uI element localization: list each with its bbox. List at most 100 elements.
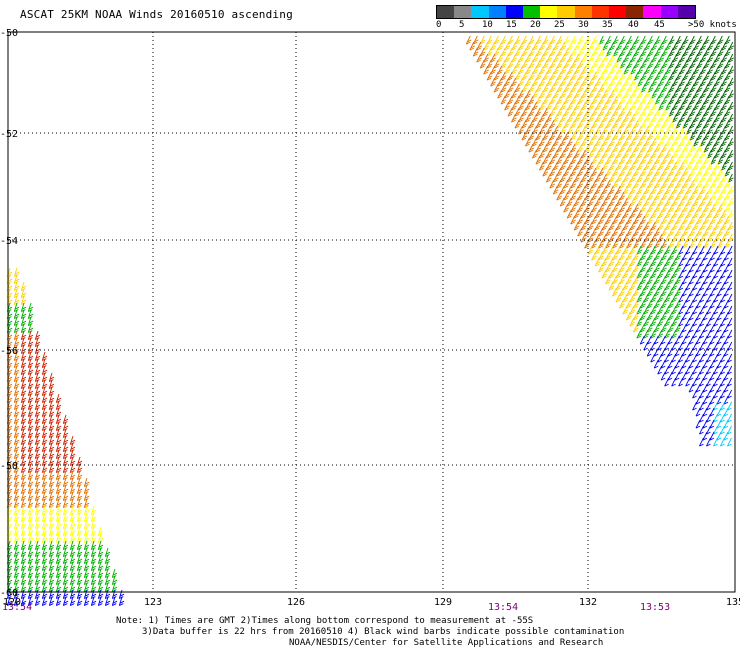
wind-barb	[696, 179, 702, 189]
wind-barb	[658, 167, 663, 171]
wind-barb	[717, 227, 723, 237]
wind-barb	[637, 131, 642, 135]
wind-barb	[20, 477, 25, 487]
wind-barb	[35, 463, 40, 466]
wind-barb	[638, 141, 643, 145]
wind-barb	[584, 89, 590, 93]
wind-barb	[650, 329, 656, 339]
wind-barb	[638, 69, 643, 73]
wind-barb	[56, 491, 61, 494]
wind-barb	[601, 233, 607, 243]
wind-barb	[591, 185, 596, 189]
wind-barb	[682, 239, 688, 249]
wind-barb	[523, 39, 528, 43]
wind-barb	[91, 526, 96, 529]
wind-barb	[720, 281, 726, 291]
wind-barb	[582, 57, 588, 61]
wind-barb	[28, 362, 34, 366]
wind-barb	[582, 165, 587, 169]
wind-barb	[582, 45, 588, 49]
wind-barb	[591, 257, 596, 261]
wind-barb	[689, 203, 695, 213]
wind-barb	[636, 305, 642, 315]
wind-barb	[660, 323, 666, 333]
wind-barb	[657, 341, 663, 351]
wind-barb	[63, 488, 69, 492]
wind-barb	[668, 167, 674, 177]
wind-barb	[651, 107, 656, 111]
wind-barb	[589, 45, 595, 49]
wind-barb	[588, 95, 593, 99]
wind-barb	[722, 177, 727, 181]
wind-barb	[20, 337, 25, 347]
wind-barb	[27, 421, 32, 431]
wind-barb	[546, 101, 552, 111]
wind-barb	[547, 141, 552, 145]
wind-barb	[564, 53, 569, 57]
wind-barb	[626, 281, 631, 285]
wind-barb	[48, 449, 53, 459]
wind-barb	[567, 41, 573, 51]
wind-barb	[56, 470, 61, 473]
wind-barb	[634, 327, 639, 331]
wind-barb	[696, 83, 702, 93]
wind-barb	[693, 191, 698, 195]
wind-barb	[563, 71, 569, 81]
wind-barb	[702, 419, 708, 429]
wind-barb	[699, 419, 704, 423]
wind-barb	[682, 263, 687, 273]
wind-barb	[603, 117, 608, 121]
wind-barb	[630, 65, 636, 75]
wind-barb	[637, 191, 642, 195]
wind-barb	[549, 113, 555, 117]
wind-barb	[605, 137, 611, 141]
wind-barb	[634, 231, 639, 235]
wind-barb	[601, 245, 607, 255]
wind-barb	[21, 474, 27, 478]
wind-barb	[580, 209, 586, 219]
wind-barb	[689, 113, 695, 117]
wind-barb	[536, 99, 542, 103]
wind-barb	[573, 185, 579, 195]
wind-barb	[729, 165, 734, 169]
wind-barb	[616, 113, 621, 123]
wind-barb	[711, 207, 717, 211]
wind-barb	[637, 155, 642, 159]
wind-barb	[553, 77, 559, 87]
wind-barb	[577, 83, 583, 93]
wind-barb	[35, 404, 41, 408]
wind-barb	[623, 71, 628, 75]
wind-barb	[651, 119, 656, 123]
wind-barb	[570, 89, 576, 93]
wind-barb	[613, 53, 618, 57]
wind-barb	[42, 397, 48, 401]
wind-barb	[710, 113, 716, 117]
wind-barb	[556, 35, 562, 45]
wind-barb	[21, 365, 26, 368]
wind-barb	[648, 111, 654, 115]
wind-barb	[689, 269, 694, 273]
wind-barb	[662, 327, 667, 331]
wind-barb	[42, 505, 47, 508]
wind-barb	[530, 75, 535, 79]
wind-barb	[701, 93, 706, 97]
wind-barb	[49, 495, 55, 499]
wind-barb	[679, 65, 685, 75]
wind-barb	[706, 401, 712, 411]
wind-barb	[518, 125, 523, 135]
wind-barb	[661, 161, 667, 165]
wind-barb	[532, 65, 538, 75]
wind-barb	[56, 526, 61, 529]
wind-barb	[666, 201, 671, 205]
wind-barb	[689, 305, 694, 309]
wind-barb	[609, 285, 615, 289]
wind-barb	[561, 117, 566, 121]
wind-barb	[707, 83, 712, 87]
wind-barb	[48, 372, 53, 382]
wind-barb	[648, 267, 653, 271]
wind-barb	[42, 474, 48, 478]
wind-barb	[606, 99, 612, 103]
wind-barb	[535, 65, 541, 69]
wind-barb	[661, 125, 667, 129]
